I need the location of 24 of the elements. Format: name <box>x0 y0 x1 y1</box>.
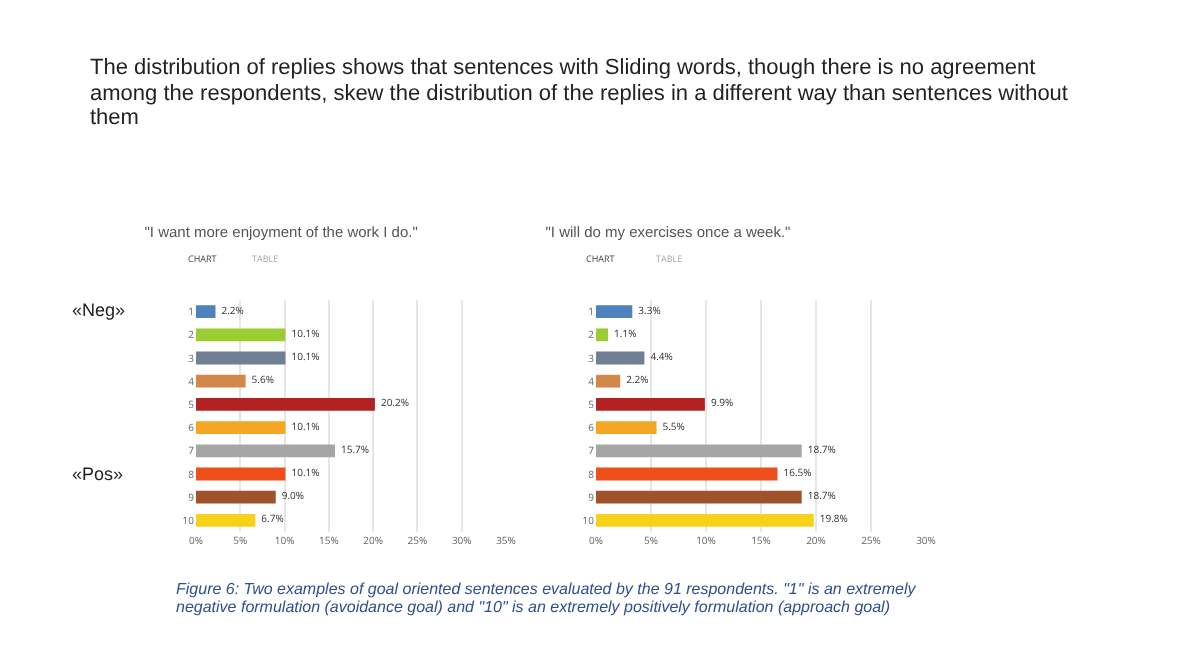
text: «Neg» <box>72 300 126 321</box>
bar <box>196 421 286 434</box>
bar <box>596 305 633 318</box>
caption: Figure 6: Two examples of goal oriented sentences evaluated by the 91 respondents. "1" is an extremely negative formulation (avoidance goal) and "10" is an extremely positively formulation (approach goal) <box>176 580 918 617</box>
text: The distribution of replies shows that sentences with Sliding words, though there is no agreement among the respondents, skew the distribution of the replies in a different way than sentences without them <box>90 56 1070 132</box>
bar <box>196 444 336 458</box>
bar <box>196 514 256 527</box>
bar <box>196 328 286 342</box>
bar <box>596 514 814 527</box>
bar <box>196 305 216 318</box>
bar <box>596 444 802 458</box>
bar <box>596 398 705 411</box>
bar <box>596 421 657 434</box>
bar <box>196 374 246 388</box>
bar <box>596 374 621 388</box>
bar <box>196 351 286 365</box>
text: «Pos» <box>72 464 124 485</box>
bar <box>596 467 778 481</box>
bar <box>196 490 276 504</box>
bar <box>596 328 609 342</box>
bar <box>196 467 286 481</box>
bar <box>596 490 802 504</box>
bar <box>596 351 645 365</box>
bar <box>196 398 375 411</box>
